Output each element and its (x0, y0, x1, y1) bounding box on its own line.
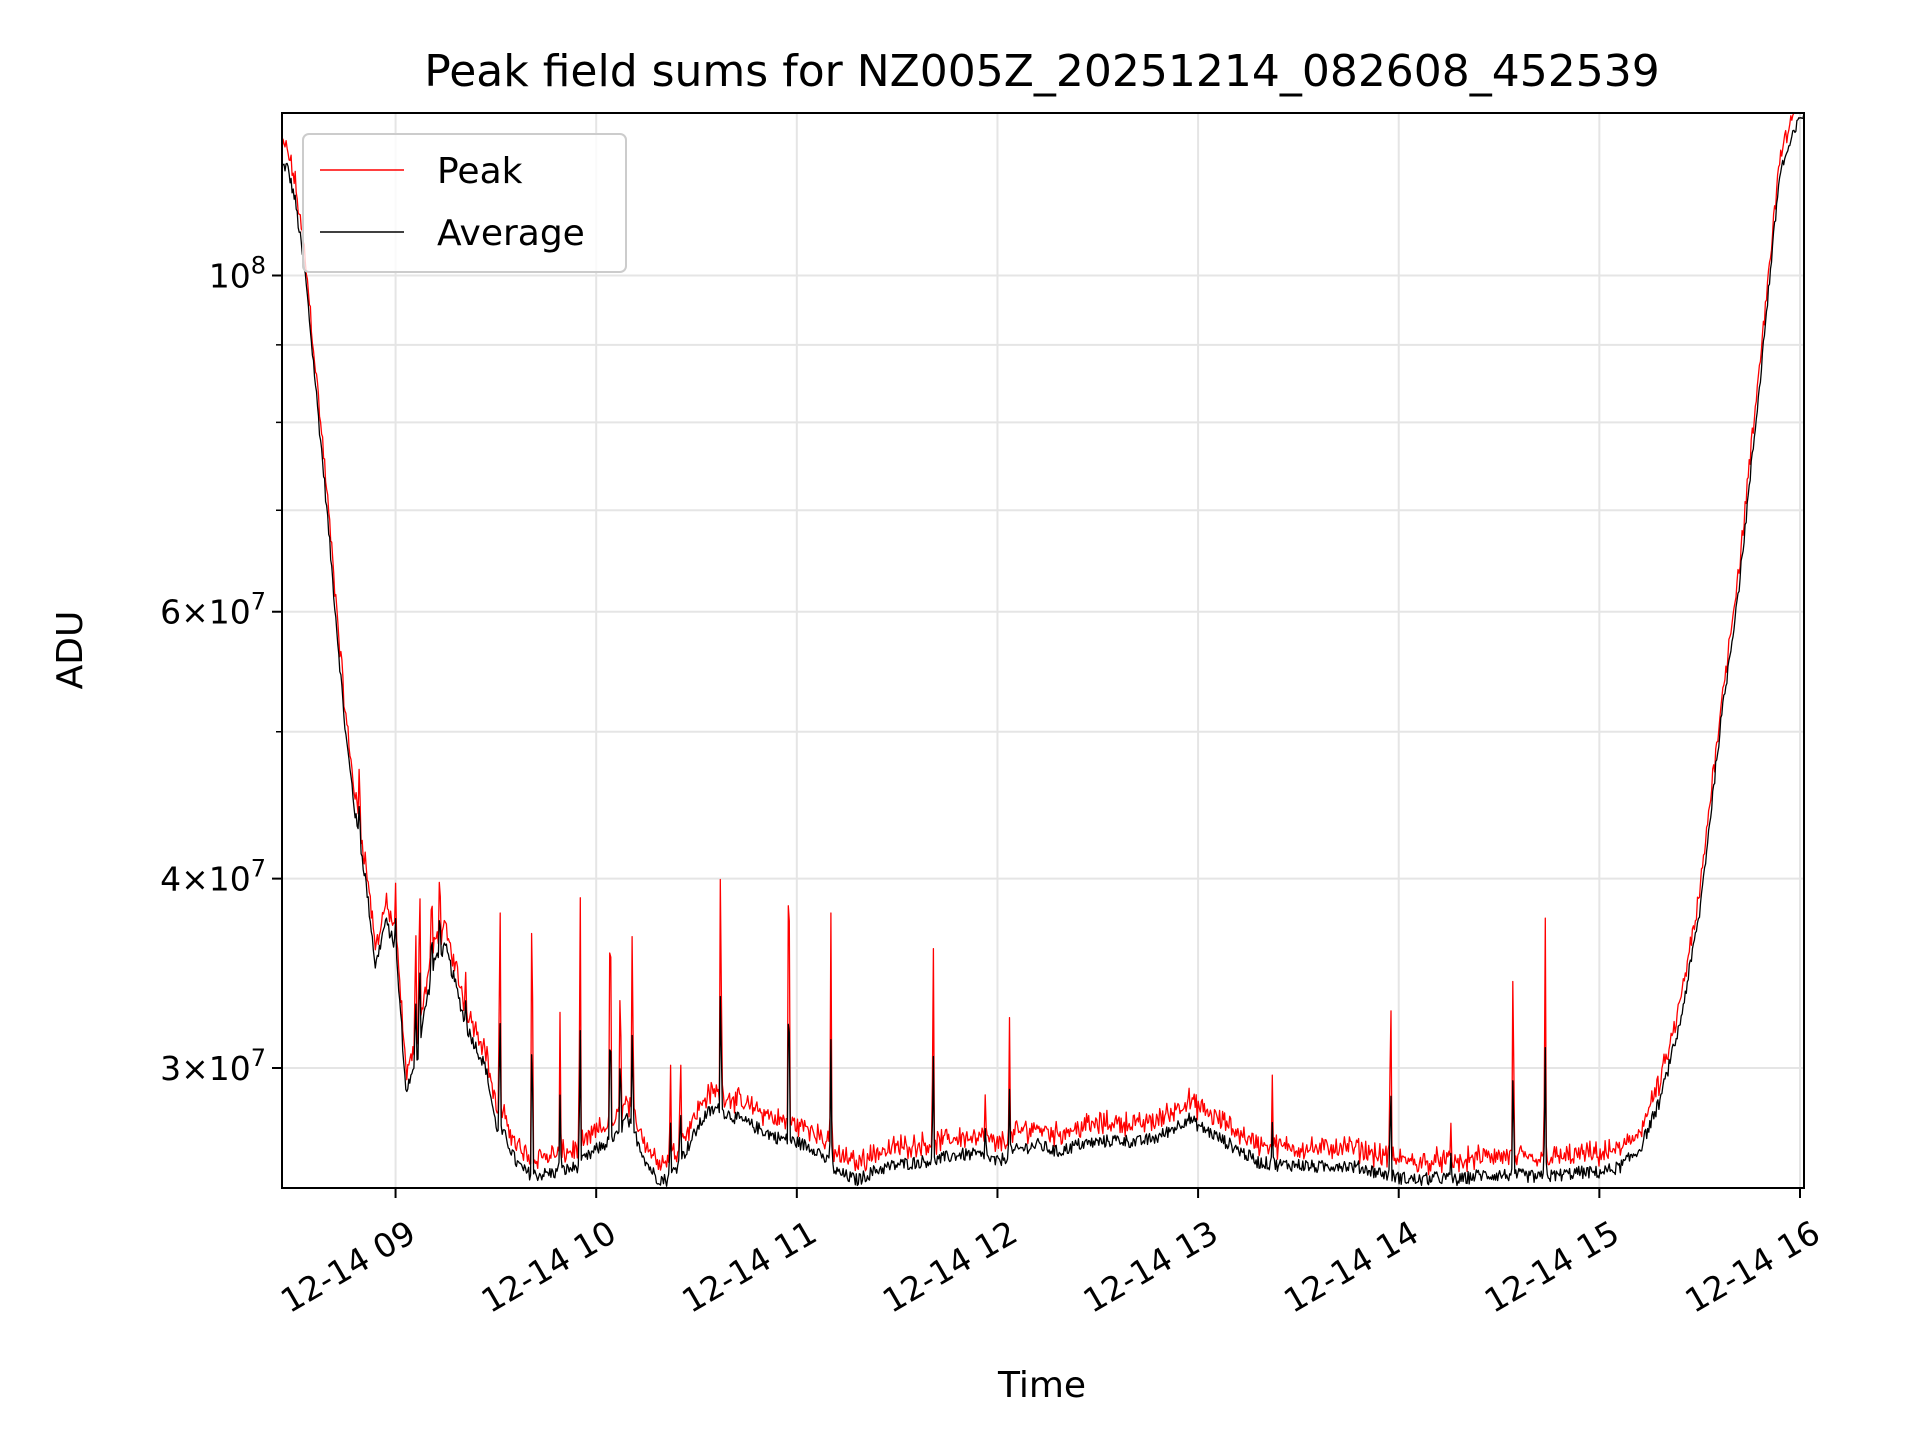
y-tick-label: 4×107 (160, 855, 266, 899)
y-tick-label-mult: × (181, 1049, 209, 1088)
y-tick-label-exp10: 10 (209, 593, 251, 632)
y-tick-label: 6×107 (160, 588, 266, 632)
series-average-line (282, 113, 1804, 1187)
series-peak-line (282, 113, 1804, 1176)
legend-peak-label: Peak (437, 151, 523, 192)
legend-average-label: Average (437, 213, 585, 254)
chart-title: Peak field sums for NZ005Z_20251214_0826… (424, 46, 1660, 97)
y-tick-label-exp10: 10 (209, 860, 251, 899)
y-tick-label-exp: 7 (251, 588, 266, 616)
y-tick-label-base: 6 (160, 593, 181, 632)
y-tick-label-exp: 8 (251, 251, 266, 279)
y-tick-label-exp: 7 (251, 855, 266, 883)
y-tick-label-base: 3 (160, 1049, 181, 1088)
plot-frame (281, 112, 1805, 1189)
y-tick-label: 3×107 (160, 1044, 266, 1088)
y-tick-label-exp: 7 (251, 1044, 266, 1072)
y-tick-label-base: 4 (160, 860, 181, 899)
y-tick-label-mult: × (181, 860, 209, 899)
y-tick-label-mult: × (181, 593, 209, 632)
plot-series (282, 113, 1804, 1187)
y-axis-label: ADU (50, 611, 91, 690)
legend: Peak Average (302, 133, 627, 273)
y-tick-label: 108 (209, 251, 266, 295)
y-tick-label-exp10: 10 (209, 256, 251, 295)
grid (282, 113, 1804, 1188)
x-axis-label: Time (997, 1365, 1086, 1406)
legend-box (302, 133, 627, 273)
y-tick-label-exp10: 10 (209, 1049, 251, 1088)
